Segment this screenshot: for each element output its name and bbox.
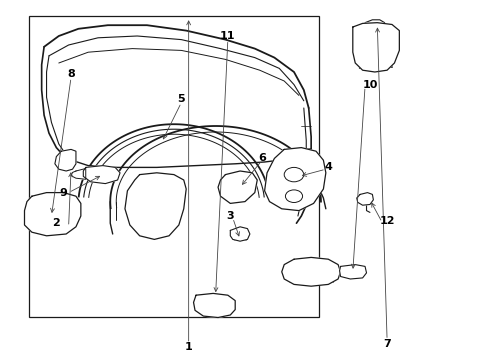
Polygon shape: [340, 265, 367, 279]
Text: 8: 8: [67, 69, 75, 79]
Text: 12: 12: [379, 216, 395, 226]
Polygon shape: [218, 171, 257, 203]
Polygon shape: [55, 149, 76, 171]
Polygon shape: [194, 293, 235, 318]
Text: 7: 7: [383, 339, 391, 349]
Text: 2: 2: [52, 218, 60, 228]
Polygon shape: [357, 193, 373, 205]
Text: 5: 5: [177, 94, 185, 104]
Ellipse shape: [285, 190, 303, 203]
Polygon shape: [24, 193, 81, 236]
Polygon shape: [83, 166, 120, 184]
Polygon shape: [230, 227, 250, 241]
Ellipse shape: [284, 167, 304, 182]
Polygon shape: [265, 148, 326, 211]
Bar: [29, 16, 318, 317]
Text: 10: 10: [362, 80, 378, 90]
Text: 9: 9: [60, 188, 68, 198]
Polygon shape: [282, 257, 341, 286]
Polygon shape: [125, 173, 186, 239]
Text: 3: 3: [226, 211, 234, 221]
Text: 11: 11: [220, 31, 236, 41]
Text: 1: 1: [185, 342, 193, 352]
Polygon shape: [353, 23, 399, 72]
Text: 6: 6: [258, 153, 266, 163]
Polygon shape: [71, 168, 86, 179]
Text: 4: 4: [324, 162, 332, 172]
